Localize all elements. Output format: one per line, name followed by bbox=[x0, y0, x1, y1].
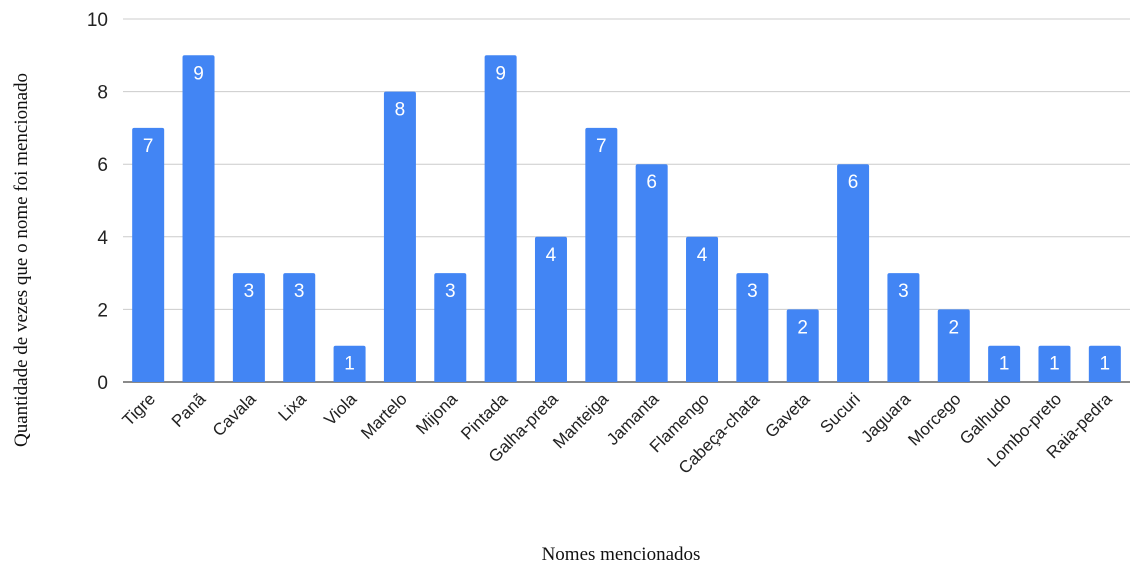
data-label: 8 bbox=[395, 100, 406, 121]
y-axis-title: Quantidade de vezes que o nome foi menci… bbox=[11, 73, 32, 447]
y-axis-ticks: 0 2 4 6 8 10 bbox=[87, 10, 109, 394]
data-label: 3 bbox=[244, 281, 255, 302]
bar bbox=[484, 55, 517, 383]
x-tick-label: Mijona bbox=[412, 389, 461, 438]
x-tick-label: Panã bbox=[168, 389, 210, 431]
data-label: 3 bbox=[445, 281, 456, 302]
data-label: 1 bbox=[344, 354, 355, 375]
bar bbox=[837, 164, 870, 382]
data-label: 4 bbox=[546, 245, 557, 266]
data-label: 9 bbox=[495, 63, 506, 84]
bar bbox=[182, 55, 215, 383]
x-tick-label: Morcego bbox=[904, 389, 964, 449]
bar bbox=[585, 127, 618, 383]
y-tick-label: 10 bbox=[87, 10, 108, 31]
x-tick-label: Manteiga bbox=[549, 389, 612, 452]
bar bbox=[1088, 345, 1121, 382]
x-axis-title: Nomes mencionados bbox=[542, 544, 701, 565]
bar bbox=[132, 127, 165, 383]
y-tick-label: 4 bbox=[97, 228, 108, 249]
bar bbox=[786, 309, 819, 382]
bar bbox=[988, 345, 1021, 382]
x-tick-label: Martelo bbox=[357, 389, 411, 443]
data-label: 6 bbox=[848, 172, 859, 193]
gridlines bbox=[123, 18, 1130, 383]
data-label: 9 bbox=[193, 63, 204, 84]
data-label: 2 bbox=[797, 317, 808, 338]
data-label: 1 bbox=[999, 354, 1010, 375]
data-label: 7 bbox=[596, 136, 607, 157]
data-label: 3 bbox=[747, 281, 758, 302]
data-label: 6 bbox=[646, 172, 657, 193]
bar bbox=[937, 309, 970, 382]
bars: 7 9 3 3 1 8 3 9 4 7 6 4 3 2 6 3 2 1 1 1 bbox=[132, 55, 1121, 383]
x-tick-label: Tigre bbox=[119, 389, 159, 429]
y-tick-label: 6 bbox=[97, 155, 108, 176]
data-label: 4 bbox=[697, 245, 708, 266]
bar bbox=[383, 91, 416, 382]
bar bbox=[534, 236, 567, 382]
bar bbox=[736, 273, 769, 382]
y-tick-label: 0 bbox=[97, 373, 108, 394]
data-label: 7 bbox=[143, 136, 154, 157]
y-tick-label: 8 bbox=[97, 83, 108, 104]
bar bbox=[232, 273, 265, 382]
bar bbox=[333, 345, 366, 382]
data-label: 1 bbox=[1100, 354, 1111, 375]
y-tick-label: 2 bbox=[97, 300, 108, 321]
bar bbox=[686, 236, 719, 382]
bar bbox=[887, 273, 920, 382]
x-tick-label: Cavala bbox=[209, 389, 260, 440]
data-label: 1 bbox=[1049, 354, 1060, 375]
x-tick-label: Sucuri bbox=[816, 389, 864, 437]
data-label: 3 bbox=[294, 281, 305, 302]
bar bbox=[283, 273, 316, 382]
x-tick-label: Lixa bbox=[275, 389, 311, 425]
bar bbox=[635, 164, 668, 382]
data-label: 2 bbox=[948, 317, 959, 338]
data-label: 3 bbox=[898, 281, 909, 302]
bar bbox=[434, 273, 467, 382]
bar bbox=[1038, 345, 1071, 382]
x-tick-label: Gaveta bbox=[761, 389, 814, 442]
x-tick-label: Viola bbox=[320, 389, 360, 429]
